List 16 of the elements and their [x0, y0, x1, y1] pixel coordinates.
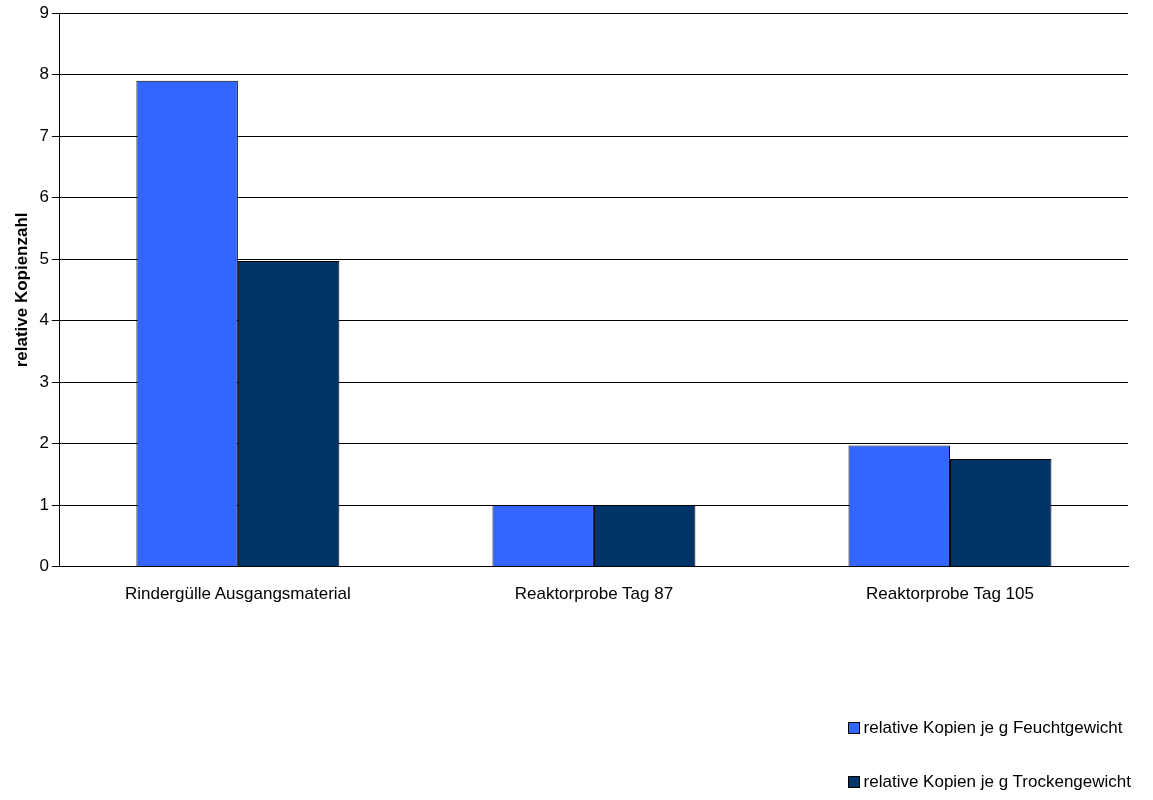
x-tick-label: Rindergülle Ausgangsmaterial — [124, 584, 351, 604]
legend-label: relative Kopien je g Trockengewicht — [863, 772, 1131, 792]
y-tick-label: 6 — [39, 187, 49, 207]
x-tick-label: Reaktorprobe Tag 105 — [866, 584, 1034, 604]
legend-label: relative Kopien je g Feuchtgewicht — [863, 718, 1123, 738]
y-tick-label: 8 — [39, 64, 49, 84]
y-tick-label: 7 — [39, 125, 49, 145]
x-tick-label: Reaktorprobe Tag 87 — [514, 584, 674, 604]
y-tick-label: 2 — [39, 433, 49, 453]
y-axis-title: relative Kopienzahl — [11, 212, 31, 368]
y-tick-label: 4 — [39, 310, 49, 330]
y-tick-label: 9 — [39, 2, 49, 22]
y-tick-label: 1 — [39, 494, 49, 514]
y-tick-label: 0 — [39, 556, 49, 576]
y-tick-label: 3 — [39, 371, 49, 391]
y-tick-label: 5 — [39, 248, 49, 268]
